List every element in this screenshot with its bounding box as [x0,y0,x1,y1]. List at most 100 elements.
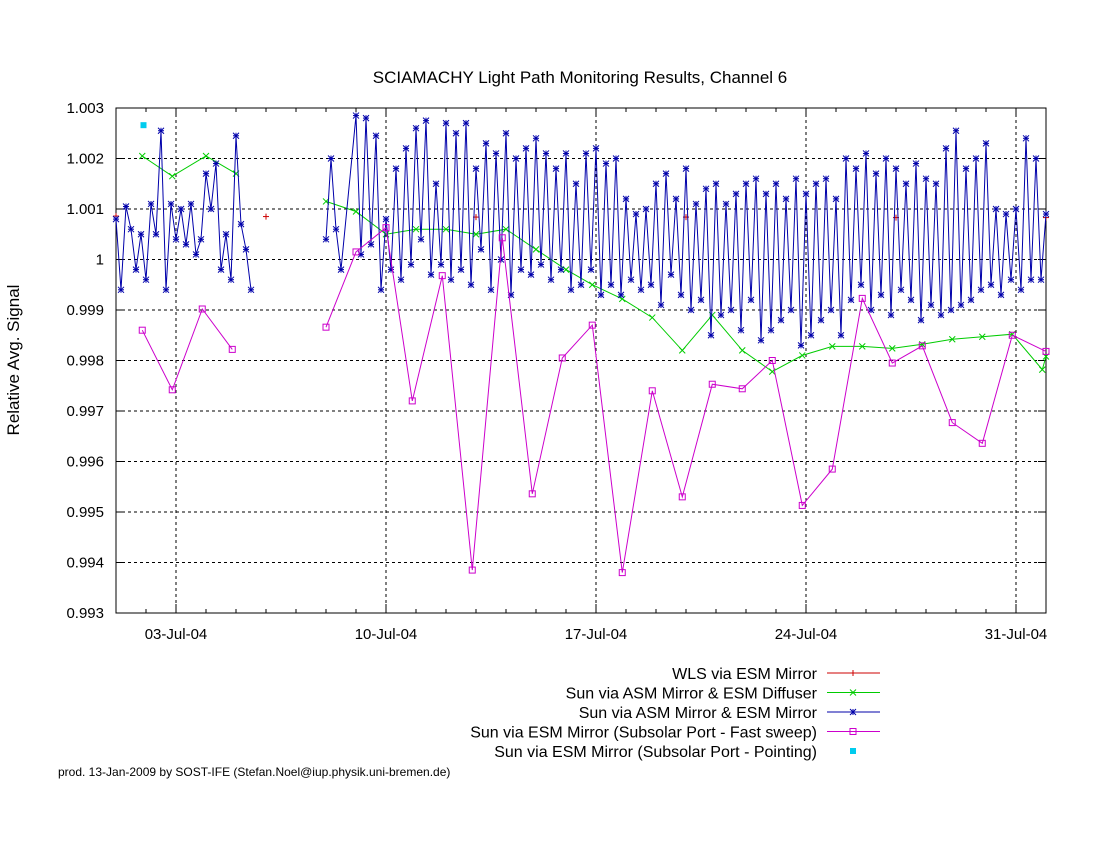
data-point [997,291,1005,299]
data-point [858,294,866,302]
data-point [917,316,925,324]
data-point [937,311,945,319]
data-point [827,306,835,314]
data-point [202,152,210,160]
y-tick-label: 0.994 [66,555,104,572]
data-point [762,190,770,198]
data-point [1032,155,1040,162]
data-point [562,150,570,157]
data-point [892,165,900,172]
data-point [887,311,895,319]
data-point [182,240,190,248]
data-point [962,165,970,172]
data-point [502,129,510,137]
data-point [137,230,145,238]
data-point [337,266,345,273]
data-point [947,306,955,314]
data-point [942,145,950,152]
data-point [798,352,806,359]
data-point [528,490,536,498]
data-point [982,139,990,147]
data-point [467,281,475,289]
data-point [592,145,600,152]
data-point [327,155,335,162]
data-point [837,331,845,339]
data-point [888,359,896,367]
data-point [948,419,956,427]
data-point [738,385,746,393]
data-point [682,165,690,172]
data-point [352,248,360,256]
data-point [828,465,836,473]
data-point [228,345,236,353]
data-point [647,281,655,289]
x-tick-label: 17-Jul-04 [565,626,628,643]
data-point [948,335,956,343]
data-point [422,117,430,124]
data-point [687,306,695,314]
data-point [382,215,390,223]
data-point [957,301,965,309]
data-point [468,566,476,574]
data-point [897,286,905,294]
data-point [537,261,545,268]
data-point [227,276,235,284]
data-point [768,357,776,364]
data-point [642,205,650,213]
data-point [138,326,146,334]
y-tick-label: 1 [96,252,104,269]
data-point [322,323,330,331]
y-tick-label: 0.999 [66,302,104,319]
data-point [987,281,995,289]
data-point [132,266,140,273]
data-point [648,314,656,321]
data-point [918,342,926,350]
data-point [588,281,596,289]
data-point [168,386,176,394]
data-point [232,132,240,140]
y-tick-label: 0.998 [66,353,104,370]
legend-marker [850,670,856,676]
data-point [377,286,385,294]
data-point [438,272,446,280]
data-point [542,150,550,157]
data-point [807,331,815,339]
data-point [882,155,890,162]
data-point [557,266,565,273]
axis-ticks: 0.993 0.994 0.995 0.996 0.997 0.998 0.999 1 1.00… [66,100,1047,643]
y-tick-label: 1.003 [66,100,104,117]
data-point [972,155,980,162]
data-point [562,266,570,273]
data-point [167,200,175,208]
data-point [977,286,985,294]
data-point [667,271,675,279]
y-tick-label: 0.993 [66,605,104,622]
series-line [142,155,237,177]
data-point [872,170,880,178]
data-point [442,225,450,233]
x-tick-label: 31-Jul-04 [985,626,1048,643]
data-point [752,175,760,183]
data-point [777,316,785,324]
data-point [902,180,910,188]
data-point [637,286,645,294]
legend-label: Sun via ESM Mirror (Subsolar Port - Poin… [494,744,817,761]
data-point [952,127,960,135]
data-point [263,213,269,220]
data-point [697,296,705,304]
series-5 [140,122,147,129]
data-point [162,286,170,294]
data-point [657,301,665,309]
data-point [717,311,725,319]
data-point [367,240,375,248]
data-point [888,345,896,352]
data-point [477,246,485,253]
series-line [115,130,252,290]
y-tick-label: 0.995 [66,504,104,521]
data-point [552,165,560,172]
data-point [177,205,185,213]
data-point [772,180,780,188]
legend: WLS via ESM Mirror Sun via ASM Mirror & E… [470,666,880,761]
series-layer [112,112,1050,577]
data-point [978,333,986,341]
